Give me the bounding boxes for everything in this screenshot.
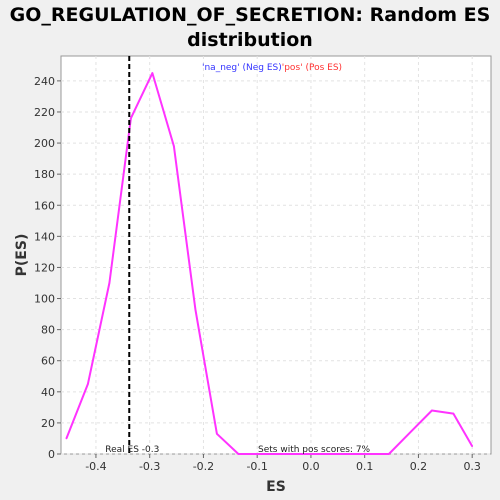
x-tick-label: 0.0 <box>302 460 320 473</box>
es-data-point <box>173 145 175 147</box>
es-data-point <box>237 453 240 455</box>
es-data-point <box>108 282 111 284</box>
plot-area <box>60 55 492 455</box>
annotations: Real ES -0.3 Sets with pos scores: 7% 'na_… <box>105 56 371 455</box>
y-tick-label: 140 <box>34 230 55 243</box>
es-data-point <box>323 453 326 455</box>
es-data-point <box>431 409 433 412</box>
es-data-point <box>452 412 455 415</box>
x-tick-label: 0.1 <box>356 460 374 473</box>
legend-entry: 'na_neg' (Neg ES) <box>202 63 282 73</box>
es-data-point <box>471 445 473 448</box>
y-tick-label: 20 <box>41 417 55 430</box>
es-data-point <box>388 453 390 455</box>
es-distribution-line <box>65 72 474 455</box>
y-tick-label: 100 <box>34 293 55 306</box>
es-data-point <box>216 432 218 435</box>
y-tick-label: 80 <box>41 324 55 337</box>
grid <box>61 56 491 455</box>
y-tick-label: 220 <box>34 106 55 119</box>
es-data-point <box>151 72 154 74</box>
es-data-point <box>130 117 132 119</box>
series-layer <box>65 72 474 455</box>
x-axis-title: ES <box>266 479 286 495</box>
y-tick-label: 200 <box>34 137 55 150</box>
es-data-point <box>302 453 304 455</box>
legend-entry: 'pos' (Pos ES) <box>282 63 342 73</box>
x-tick-label: 0.2 <box>410 460 428 473</box>
es-data-point <box>194 308 197 311</box>
chart-title: GO_REGULATION_OF_SECRETION: Random ES di… <box>0 3 500 53</box>
real-es-label: Real ES -0.3 <box>105 445 159 455</box>
x-tick-label: -0.2 <box>193 460 214 473</box>
y-tick-label: 60 <box>41 355 55 368</box>
y-tick-label: 0 <box>48 448 55 461</box>
y-axis-title: P(ES) <box>14 234 30 277</box>
es-data-point <box>366 453 369 455</box>
es-data-point <box>345 453 347 455</box>
y-tick-label: 180 <box>34 168 55 181</box>
axes: 0 20 40 60 80 100 120 140 160 180 200 220 240 -0.4 -0.… <box>34 75 481 473</box>
chart-title-line2: distribution <box>187 29 313 51</box>
x-tick-label: -0.4 <box>85 460 106 473</box>
y-tick-label: 40 <box>41 386 55 399</box>
es-data-point <box>280 453 283 455</box>
x-tick-label: 0.3 <box>463 460 481 473</box>
y-tick-label: 160 <box>34 199 55 212</box>
y-tick-label: 120 <box>34 261 55 274</box>
x-tick-label: -0.3 <box>139 460 160 473</box>
es-data-point <box>409 431 412 434</box>
chart-title-line1: GO_REGULATION_OF_SECRETION: Random ES <box>9 4 491 26</box>
x-tick-label: -0.1 <box>246 460 267 473</box>
es-data-point <box>65 437 68 440</box>
es-data-point <box>87 383 89 385</box>
legend: 'na_neg' (Neg ES)'pos' (Pos ES) <box>202 63 342 73</box>
pos-scores-note: Sets with pos scores: 7% <box>258 445 371 455</box>
es-data-point <box>259 453 261 455</box>
y-tick-label: 240 <box>34 75 55 88</box>
